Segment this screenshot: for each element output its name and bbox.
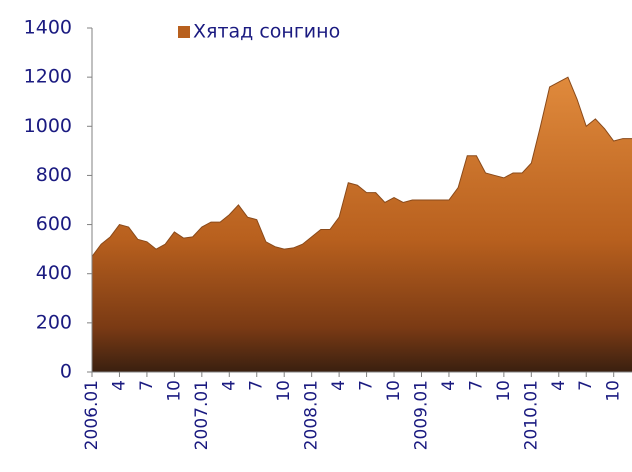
x-tick-label: 2007.01 <box>192 380 212 450</box>
y-tick-label: 800 <box>36 164 72 186</box>
x-tick-label: 2006.01 <box>82 380 102 450</box>
legend-label: Хятад сонгино <box>193 21 340 43</box>
x-tick-label: 7 <box>466 380 486 391</box>
y-tick-label: 0 <box>60 361 72 383</box>
y-tick-label: 400 <box>36 262 72 284</box>
y-tick-label: 1200 <box>24 66 72 88</box>
x-tick-label: 7 <box>137 380 157 391</box>
x-tick-label: 2008.01 <box>302 380 322 450</box>
y-tick-label: 600 <box>36 213 72 235</box>
x-tick-label: 4 <box>329 380 349 391</box>
x-tick-label: 10 <box>604 380 624 402</box>
x-tick-label: 7 <box>247 380 267 391</box>
x-tick-label: 10 <box>164 380 184 402</box>
x-tick-label: 4 <box>109 380 129 391</box>
x-tick-label: 4 <box>549 380 569 391</box>
y-tick-label: 1400 <box>24 17 72 39</box>
x-tick-label: 7 <box>576 380 596 391</box>
x-tick-label: 10 <box>274 380 294 402</box>
y-tick-label: 1000 <box>24 115 72 137</box>
area-fill <box>92 77 632 372</box>
legend-swatch <box>178 26 190 38</box>
x-tick-label: 10 <box>494 380 514 402</box>
x-tick-label: 7 <box>357 380 377 391</box>
y-tick-label: 200 <box>36 311 72 333</box>
x-tick-label: 4 <box>439 380 459 391</box>
area <box>91 76 632 257</box>
x-tick-label: 2009.01 <box>411 380 431 450</box>
x-tick-label: 4 <box>219 380 239 391</box>
x-tick-label: 10 <box>384 380 404 402</box>
x-tick-label: 2010.01 <box>521 380 541 450</box>
